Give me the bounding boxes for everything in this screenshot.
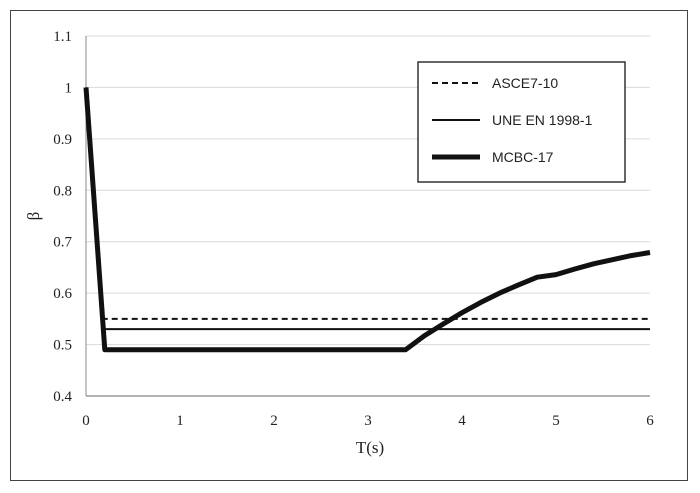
legend: ASCE7-10 UNE EN 1998-1 MCBC-17 [417, 61, 626, 183]
legend-label: MCBC-17 [492, 149, 554, 165]
x-axis-label: T(s) [356, 438, 384, 457]
y-tick-label: 1 [65, 80, 73, 96]
x-tick-label: 4 [458, 413, 466, 429]
x-tick-label: 1 [176, 413, 184, 429]
y-tick-label: 1.1 [53, 29, 72, 45]
legend-label: ASCE7-10 [492, 75, 558, 91]
y-tick-label: 0.9 [53, 132, 72, 148]
y-tick-label: 0.8 [53, 183, 72, 199]
y-axis-label: β [24, 212, 43, 221]
y-tick-label: 0.4 [53, 389, 72, 405]
x-tick-label: 0 [82, 413, 90, 429]
y-tick-label: 0.7 [53, 235, 72, 251]
tick-labels: 0.4 0.5 0.6 0.7 0.8 0.9 1 1.1 0 1 2 3 4 5 6 [53, 29, 654, 429]
x-tick-label: 5 [552, 413, 560, 429]
series-lines [83, 87, 651, 353]
legend-label: UNE EN 1998-1 [492, 112, 593, 128]
x-tick-label: 6 [646, 413, 654, 429]
y-tick-label: 0.5 [53, 338, 72, 354]
y-tick-label: 0.6 [53, 286, 72, 302]
x-tick-label: 3 [364, 413, 372, 429]
x-tick-label: 2 [270, 413, 278, 429]
series-line-3 [83, 87, 651, 353]
